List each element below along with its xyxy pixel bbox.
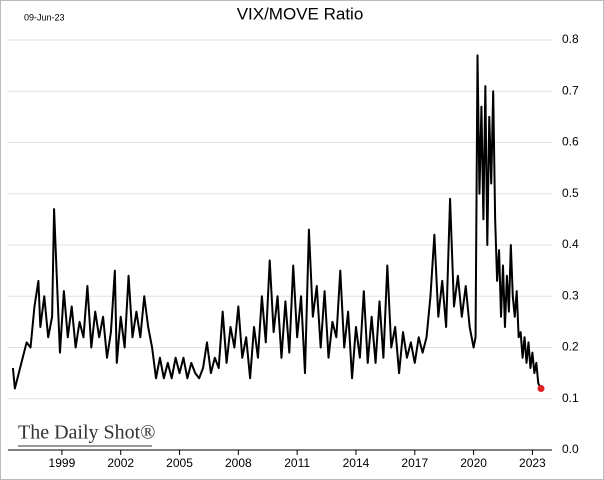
- x-tick-label: 2008: [225, 456, 252, 470]
- y-tick-label: 0.3: [562, 288, 579, 302]
- x-tick-label: 2005: [166, 456, 193, 470]
- date-label: 09-Jun-23: [24, 12, 65, 22]
- y-tick-label: 0.2: [562, 340, 579, 354]
- x-tick-label: 2020: [460, 456, 487, 470]
- y-tick-label: 0.5: [562, 186, 579, 200]
- y-tick-label: 0.6: [562, 135, 579, 149]
- x-tick-label: 2023: [519, 456, 546, 470]
- x-tick-label: 2014: [343, 456, 370, 470]
- x-tick-label: 1999: [49, 456, 76, 470]
- y-tick-label: 0.8: [562, 32, 579, 46]
- series-line: [11, 54, 542, 390]
- x-tick-label: 2011: [284, 456, 310, 470]
- y-tick-label: 0.4: [562, 237, 579, 251]
- last-point: [537, 385, 545, 392]
- x-tick-label: 2017: [401, 456, 428, 470]
- x-tick-label: 2002: [107, 456, 134, 470]
- y-tick-label: 0.7: [562, 83, 579, 97]
- chart-title: VIX/MOVE Ratio: [237, 4, 364, 23]
- y-tick-label: 0.1: [562, 391, 579, 405]
- source-watermark: The Daily Shot®: [18, 422, 155, 444]
- y-tick-label: 0.0: [562, 442, 579, 456]
